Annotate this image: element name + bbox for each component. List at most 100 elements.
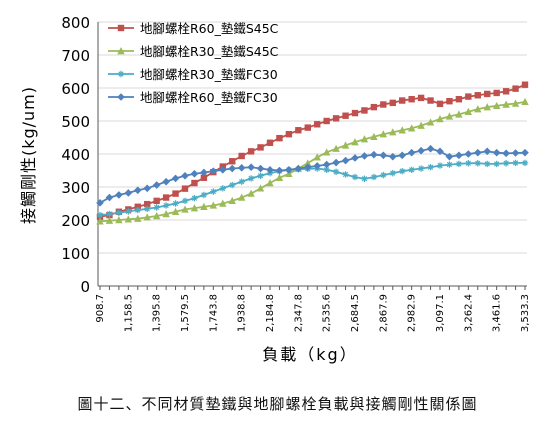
data-point (313, 153, 321, 161)
data-point (219, 199, 227, 207)
data-point (115, 209, 123, 216)
data-point (105, 216, 114, 224)
legend-label: 地腳螺栓R30_墊鐵S45C (140, 44, 279, 59)
data-point (323, 117, 330, 125)
x-tick-labels: 908.7 1,158.5 1,395.8 1,579.5 1,743.8 1,938.8… (95, 294, 531, 332)
data-point (144, 205, 151, 212)
y-axis-label: 接觸剛性(kg/um) (19, 86, 38, 224)
x-tick-label: 1,395.8 (152, 294, 163, 332)
data-point (304, 124, 311, 131)
x-axis-label: 負載（kg） (262, 345, 357, 364)
data-point (483, 103, 491, 111)
series-line (99, 101, 526, 223)
x-tick-label: 2,347.8 (293, 294, 304, 332)
x-tick-label: 2,867.9 (378, 294, 389, 332)
data-point (361, 107, 368, 114)
data-point (218, 166, 227, 174)
x-tick-label: 3,262.4 (463, 294, 474, 332)
y-tick-label: 400 (61, 146, 90, 164)
legend-marker (117, 24, 125, 32)
data-point (247, 189, 255, 197)
data-point (209, 167, 218, 175)
legend-label: 地腳螺栓R60_墊鐵S45C (140, 21, 279, 36)
data-point (465, 93, 472, 100)
data-point (351, 109, 359, 117)
data-point (342, 171, 349, 178)
data-point (351, 173, 359, 181)
data-point (133, 186, 142, 195)
data-point (247, 148, 255, 155)
data-point (502, 88, 510, 95)
data-point (162, 194, 170, 201)
data-point (124, 189, 133, 197)
data-point (436, 115, 444, 123)
y-tick-label: 600 (61, 80, 90, 98)
data-point (275, 166, 284, 175)
x-tick-label: 2,184.8 (265, 294, 276, 332)
data-point (436, 162, 444, 169)
data-point (200, 191, 208, 199)
data-point (106, 210, 113, 218)
data-point (181, 197, 189, 205)
data-point (342, 112, 349, 119)
data-point (502, 100, 510, 108)
data-point (351, 154, 359, 162)
data-point (455, 96, 463, 103)
legend: 地腳螺栓R60_墊鐵S45C 地腳螺栓R30_墊鐵S45C 地腳螺栓R30_墊鐵FC… (108, 21, 279, 105)
gridlines (98, 21, 527, 254)
data-point (200, 202, 208, 210)
data-point (229, 158, 236, 165)
data-point (313, 162, 322, 170)
data-point (417, 94, 425, 102)
data-point (209, 201, 218, 209)
data-point (502, 160, 510, 167)
data-point (322, 148, 331, 156)
data-point (190, 204, 199, 212)
data-point (512, 85, 519, 92)
data-point (445, 112, 454, 120)
data-point (484, 90, 491, 98)
data-point (200, 174, 208, 181)
data-point (247, 175, 255, 182)
data-point (219, 185, 226, 192)
data-point (294, 164, 303, 173)
data-point (370, 103, 378, 111)
y-tick-label: 0 (80, 278, 90, 296)
x-tick-label: 908.7 (95, 294, 106, 323)
series-line (99, 83, 526, 218)
data-point (360, 135, 369, 143)
data-point (162, 177, 170, 186)
data-point (96, 199, 104, 207)
data-point (370, 173, 378, 181)
data-point (502, 149, 510, 158)
data-point (408, 166, 415, 174)
data-point (256, 184, 265, 192)
x-tick-label: 2,684.5 (350, 294, 361, 332)
data-point (181, 205, 189, 213)
data-point (399, 97, 406, 104)
data-point (153, 197, 160, 205)
legend-marker (117, 93, 125, 101)
data-point (379, 130, 388, 138)
data-point (521, 148, 529, 157)
data-point (228, 196, 236, 205)
data-point (275, 173, 284, 181)
y-tick-label: 300 (61, 179, 90, 197)
x-tick-label: 3,461.6 (492, 294, 503, 332)
legend-label: 地腳螺栓R60_墊鐵FC30 (140, 90, 278, 105)
data-point (436, 147, 444, 156)
data-point (229, 181, 236, 189)
data-point (484, 160, 491, 168)
data-point (511, 149, 520, 157)
data-point (427, 164, 434, 171)
data-point (511, 99, 520, 107)
data-point (237, 193, 246, 201)
data-point (257, 172, 264, 179)
data-point (266, 139, 274, 146)
data-point (521, 97, 529, 106)
y-tick-label: 100 (61, 245, 90, 263)
data-point (162, 202, 170, 209)
data-point (143, 184, 152, 193)
data-point (417, 165, 425, 172)
data-point (493, 89, 500, 97)
